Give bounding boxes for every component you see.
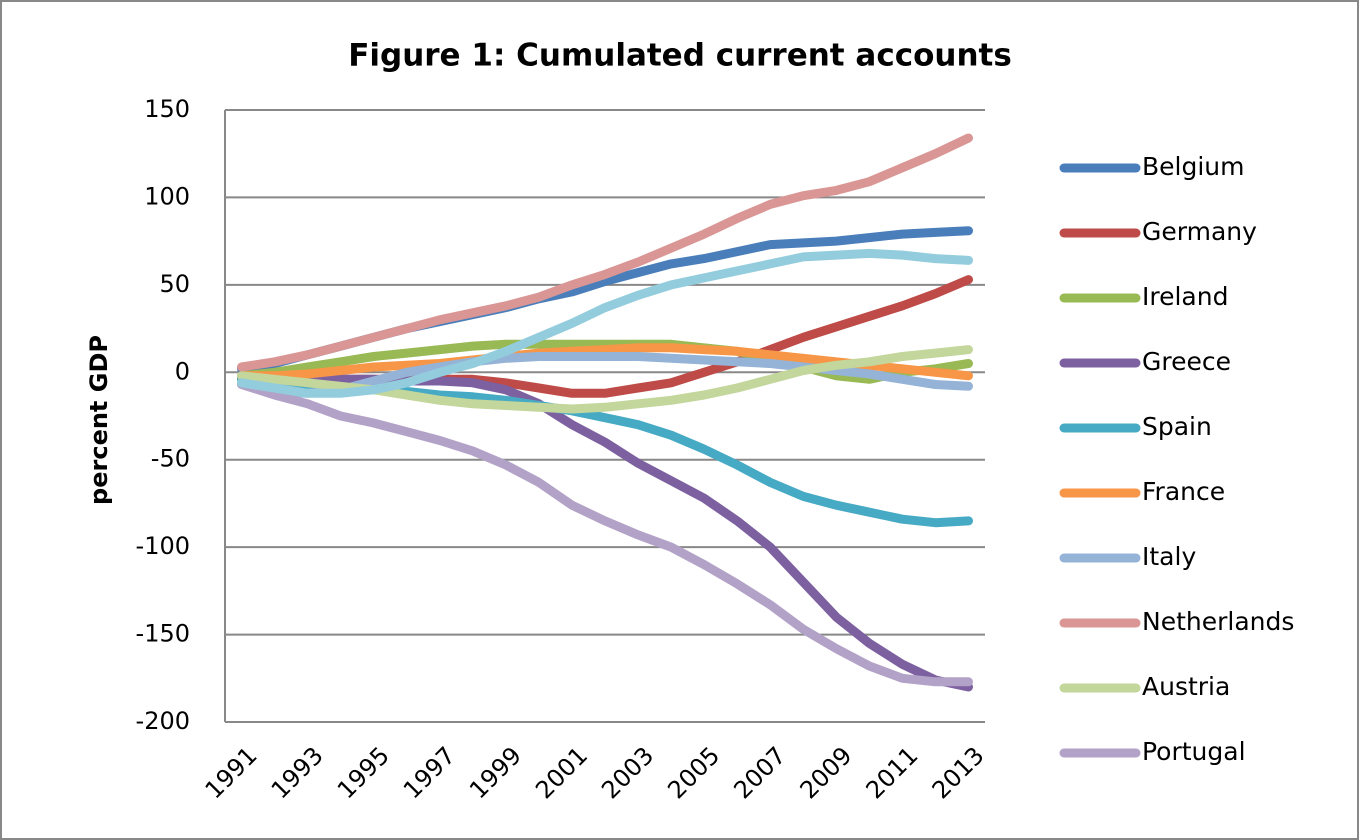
legend-label: Netherlands: [1142, 607, 1294, 636]
y-tick-label: 100: [144, 182, 190, 210]
series-line: [237, 352, 973, 398]
legend-label: Germany: [1142, 217, 1257, 246]
y-tick-label: 0: [175, 357, 190, 385]
legend-label: Italy: [1142, 542, 1196, 571]
series-line: [237, 133, 973, 372]
legend-label: Greece: [1142, 347, 1231, 376]
y-tick-label: 50: [159, 270, 190, 298]
y-tick-label: -150: [136, 620, 190, 648]
legend-label: Spain: [1142, 412, 1212, 441]
legend-label: Belgium: [1142, 152, 1245, 181]
y-tick-label: 150: [144, 95, 190, 123]
legend-label: Portugal: [1142, 737, 1246, 766]
legend-label: France: [1142, 477, 1225, 506]
legend-label: Ireland: [1142, 282, 1228, 311]
y-axis-label: percent GDP: [85, 335, 113, 505]
chart-title: Figure 1: Cumulated current accounts: [348, 38, 1012, 74]
y-tick-label: -100: [136, 532, 190, 560]
series-line: [237, 339, 973, 384]
legend-label: Austria: [1142, 672, 1230, 701]
y-tick-label: -200: [136, 707, 190, 735]
y-tick-label: -50: [151, 445, 190, 473]
series-line: [237, 380, 973, 687]
series-line: [237, 248, 973, 398]
